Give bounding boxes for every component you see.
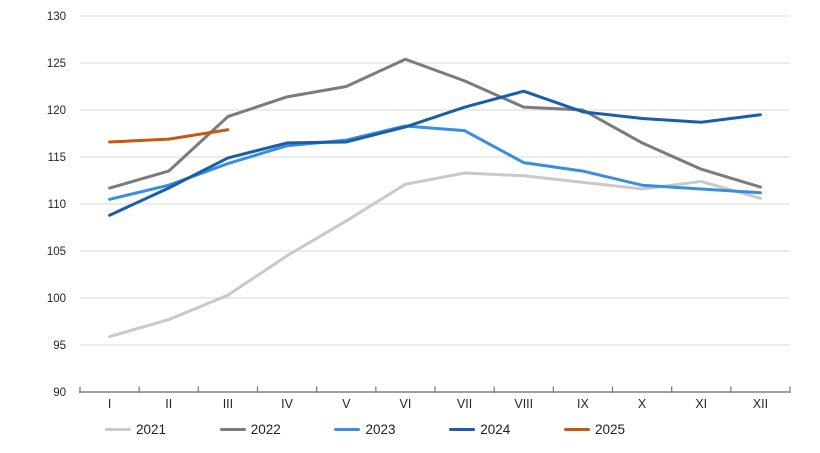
x-axis-tick-label: II	[165, 397, 172, 411]
series-line-2021	[108, 171, 762, 339]
chart-legend: 2021 2022 2023 2024 2025	[105, 418, 625, 440]
legend-swatch-2023	[334, 427, 361, 431]
x-axis-tick-label: V	[342, 397, 351, 411]
series-line-2024	[108, 89, 762, 217]
series-line-2023	[108, 124, 762, 201]
y-axis-tick-label: 120	[47, 105, 66, 117]
legend-swatch-2021	[105, 427, 131, 431]
x-axis-tick-label: IV	[281, 397, 293, 411]
legend-item-2022: 2022	[219, 421, 281, 437]
x-axis-tick-label: III	[223, 397, 233, 411]
legend-swatch-2024	[449, 427, 476, 431]
x-axis-tick-label: XII	[753, 397, 768, 411]
series-line-2025	[108, 128, 230, 144]
legend-label: 2023	[365, 421, 396, 437]
x-axis-tick-label: I	[108, 397, 111, 411]
x-axis-tick-label: VIII	[514, 397, 533, 411]
y-axis-tick-label: 115	[48, 152, 66, 164]
x-axis-tick-label: X	[638, 397, 647, 411]
legend-swatch-2025	[563, 427, 590, 431]
legend-item-2024: 2024	[449, 422, 510, 437]
y-axis-tick-label: 105	[47, 246, 66, 258]
x-axis-tick-label: VII	[457, 397, 472, 411]
x-axis-tick-label: VI	[400, 397, 412, 411]
legend-item-2025: 2025	[563, 421, 625, 437]
y-axis-tick-label: 110	[48, 199, 66, 211]
legend-label: 2024	[480, 421, 511, 437]
legend-label: 2021	[136, 421, 167, 437]
legend-label: 2022	[250, 421, 281, 437]
y-axis-tick-label: 130	[47, 11, 66, 23]
y-axis-tick-label: 100	[47, 293, 66, 305]
legend-swatch-2022	[219, 427, 246, 431]
legend-item-2021: 2021	[105, 422, 166, 437]
legend-label: 2025	[594, 421, 625, 437]
series-line-2022	[108, 57, 762, 190]
x-axis-tick-label: XI	[695, 397, 707, 411]
legend-item-2023: 2023	[334, 421, 396, 437]
y-axis-tick-label: 90	[53, 387, 66, 399]
x-axis-tick-label: IX	[577, 397, 589, 411]
y-axis-tick-label: 95	[53, 340, 66, 352]
y-axis-tick-label: 125	[47, 58, 66, 70]
